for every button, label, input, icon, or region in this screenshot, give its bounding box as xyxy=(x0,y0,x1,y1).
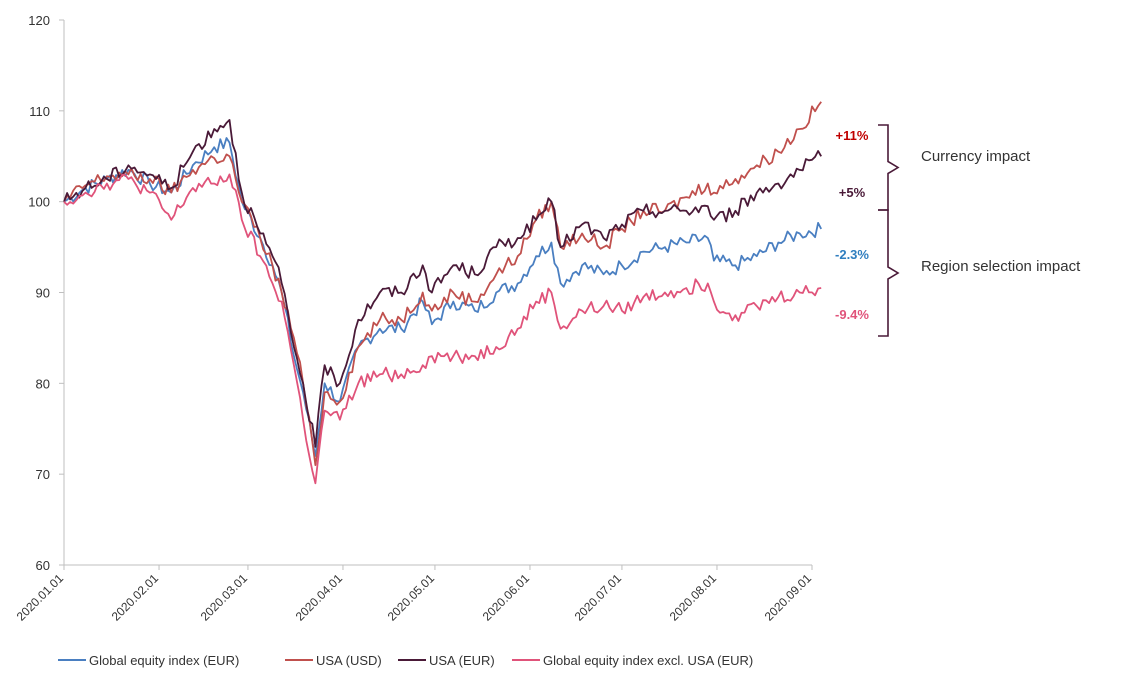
y-tick-label: 60 xyxy=(36,558,50,573)
y-tick-label: 70 xyxy=(36,467,50,482)
y-tick-label: 80 xyxy=(36,376,50,391)
annotation-label: -2.3% xyxy=(835,247,869,262)
x-ticks: 2020.01.01 2020.02.01 2020.03.01 2020.04.01… xyxy=(14,565,815,624)
annotation-label: +5% xyxy=(839,185,866,200)
x-tick-label: 2020.09.01 xyxy=(762,571,815,624)
legend-label: USA (USD) xyxy=(316,653,382,668)
axes xyxy=(63,20,812,566)
x-tick-label: 2020.03.01 xyxy=(198,571,251,624)
x-tick-label: 2020.01.01 xyxy=(14,571,67,624)
region-brace xyxy=(878,209,900,337)
legend-label: Global equity index excl. USA (EUR) xyxy=(543,653,753,668)
y-tick-label: 90 xyxy=(36,286,50,301)
legend-label: Global equity index (EUR) xyxy=(89,653,239,668)
x-tick-label: 2020.02.01 xyxy=(109,571,162,624)
annotations: +11% +5% -2.3% -9.4% xyxy=(835,128,869,322)
x-tick-label: 2020.07.01 xyxy=(572,571,625,624)
y-ticks: 60 70 80 90 100 110 120 xyxy=(28,13,64,573)
y-tick-label: 120 xyxy=(28,13,50,28)
x-tick-label: 2020.05.01 xyxy=(385,571,438,624)
series-line-2 xyxy=(63,119,822,448)
series-line-1 xyxy=(63,101,822,466)
annotation-label: +11% xyxy=(836,128,869,143)
series-line-0 xyxy=(63,137,822,457)
x-tick-label: 2020.06.01 xyxy=(480,571,533,624)
y-tick-label: 110 xyxy=(29,104,50,119)
legend: Global equity index (EUR) USA (USD) USA (E… xyxy=(58,653,753,668)
legend-label: USA (EUR) xyxy=(429,653,495,668)
annotation-label: -9.4% xyxy=(835,307,869,322)
x-tick-label: 2020.08.01 xyxy=(667,571,720,624)
currency-brace xyxy=(878,124,900,211)
currency-impact-label: Currency impact xyxy=(921,148,1031,165)
series-line-3 xyxy=(63,173,822,485)
braces: Currency impact Region selection impact xyxy=(878,124,1081,337)
x-tick-label: 2020.04.01 xyxy=(293,571,346,624)
region-selection-impact-label: Region selection impact xyxy=(921,258,1081,275)
y-tick-label: 100 xyxy=(28,195,50,210)
series-lines xyxy=(63,101,822,485)
